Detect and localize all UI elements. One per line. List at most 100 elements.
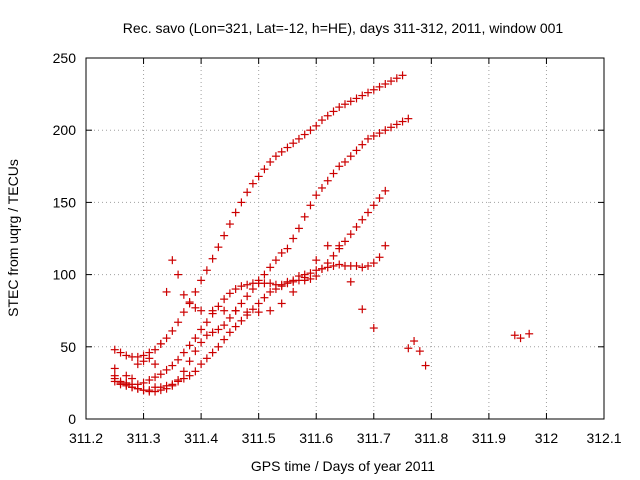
data-point bbox=[139, 386, 148, 395]
data-point bbox=[162, 287, 171, 296]
data-point bbox=[404, 114, 413, 123]
data-point bbox=[254, 172, 263, 181]
data-point bbox=[329, 107, 338, 116]
data-point bbox=[289, 139, 298, 148]
data-point bbox=[369, 201, 378, 210]
data-point bbox=[220, 231, 229, 240]
data-point bbox=[116, 378, 125, 387]
data-point bbox=[300, 212, 309, 221]
data-point bbox=[197, 276, 206, 285]
data-point bbox=[341, 100, 349, 109]
data-point bbox=[237, 282, 246, 291]
data-point bbox=[260, 270, 269, 279]
data-point bbox=[220, 321, 229, 330]
data-point bbox=[329, 251, 338, 260]
data-point bbox=[254, 308, 263, 317]
data-point bbox=[185, 299, 194, 308]
grid-layer bbox=[86, 58, 604, 419]
data-point bbox=[179, 348, 188, 357]
data-point bbox=[415, 347, 424, 356]
data-point bbox=[191, 347, 200, 356]
data-point bbox=[174, 318, 183, 327]
data-point bbox=[323, 176, 332, 185]
data-point bbox=[289, 287, 298, 296]
data-point bbox=[197, 325, 206, 334]
data-point bbox=[145, 376, 154, 385]
data-point bbox=[208, 306, 217, 315]
data-point bbox=[346, 230, 355, 239]
data-point bbox=[191, 287, 200, 296]
data-point bbox=[375, 253, 384, 262]
data-point bbox=[335, 260, 344, 269]
data-point bbox=[237, 198, 246, 207]
data-point bbox=[335, 103, 344, 112]
data-point bbox=[168, 256, 177, 265]
data-point bbox=[243, 308, 252, 317]
data-point bbox=[208, 254, 217, 263]
data-point bbox=[237, 316, 246, 325]
data-point bbox=[208, 348, 217, 357]
x-tick-label: 311.4 bbox=[184, 430, 218, 446]
data-point bbox=[231, 306, 240, 315]
data-point bbox=[346, 152, 355, 161]
data-point bbox=[185, 371, 194, 380]
data-point bbox=[375, 129, 384, 138]
data-point bbox=[191, 303, 200, 312]
data-point bbox=[312, 256, 321, 265]
data-point bbox=[300, 273, 309, 282]
x-tick-label: 311.5 bbox=[242, 430, 276, 446]
data-point bbox=[329, 261, 338, 270]
data-point bbox=[358, 91, 367, 100]
data-point bbox=[266, 279, 275, 288]
data-point bbox=[283, 279, 292, 288]
x-tick-label: 311.2 bbox=[69, 430, 103, 446]
data-point bbox=[179, 374, 188, 383]
data-point bbox=[162, 365, 171, 374]
data-point bbox=[174, 270, 183, 279]
data-point bbox=[162, 384, 171, 393]
data-point bbox=[392, 74, 401, 83]
data-point bbox=[133, 360, 142, 369]
data-point bbox=[346, 277, 355, 286]
data-point bbox=[306, 201, 315, 210]
data-point bbox=[312, 121, 321, 130]
data-point bbox=[197, 338, 206, 347]
data-point bbox=[191, 334, 200, 343]
data-point bbox=[312, 191, 321, 200]
plot-frame bbox=[85, 57, 605, 420]
x-tick-label: 311.3 bbox=[127, 430, 161, 446]
data-point bbox=[306, 126, 315, 135]
data-point bbox=[369, 324, 378, 333]
data-point bbox=[364, 134, 373, 143]
data-point bbox=[260, 165, 269, 174]
data-point bbox=[110, 345, 119, 354]
data-point bbox=[352, 261, 361, 270]
data-point bbox=[317, 116, 326, 125]
data-point bbox=[294, 134, 303, 143]
data-point bbox=[341, 157, 349, 166]
data-point bbox=[220, 306, 229, 315]
data-point bbox=[352, 146, 361, 155]
data-point bbox=[243, 188, 252, 197]
data-point bbox=[317, 264, 326, 273]
data-point bbox=[128, 374, 137, 383]
chart-title: Rec. savo (Lon=321, Lat=-12, h=HE), days… bbox=[123, 20, 564, 36]
data-point bbox=[525, 329, 534, 338]
data-point bbox=[202, 331, 211, 340]
data-point bbox=[202, 318, 211, 327]
data-point bbox=[421, 361, 430, 370]
data-point bbox=[277, 299, 286, 308]
data-point bbox=[185, 341, 194, 350]
x-axis-title: GPS time / Days of year 2011 bbox=[251, 458, 435, 474]
data-point bbox=[225, 220, 234, 229]
data-point bbox=[202, 266, 211, 275]
data-point bbox=[174, 376, 183, 385]
data-point bbox=[358, 215, 367, 224]
data-point bbox=[225, 328, 234, 337]
data-point bbox=[410, 337, 419, 346]
data-point bbox=[283, 143, 292, 152]
data-point bbox=[151, 360, 160, 369]
data-point bbox=[139, 378, 148, 387]
data-point bbox=[364, 208, 373, 217]
